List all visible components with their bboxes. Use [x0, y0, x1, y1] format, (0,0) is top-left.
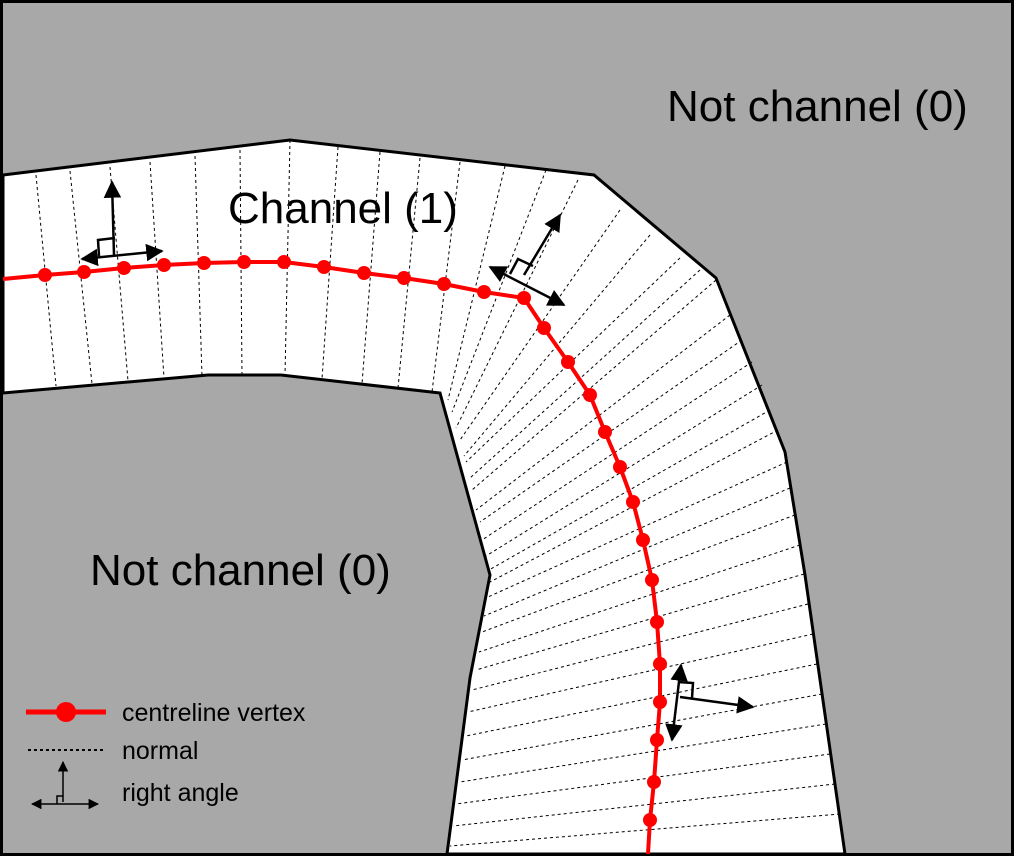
normal-line	[239, 149, 243, 376]
centreline-vertex	[477, 285, 491, 299]
normal-line	[471, 603, 809, 691]
centreline-vertex	[650, 733, 664, 747]
centreline-vertex	[197, 256, 211, 270]
centreline-vertex	[38, 268, 52, 282]
centreline-vertex	[437, 277, 451, 291]
region-label-channel: Channel (1)	[228, 184, 458, 233]
legend-label-normal: normal	[122, 737, 198, 765]
centreline-vertex	[77, 265, 91, 279]
channel-region	[1, 138, 847, 856]
red-dot-icon	[26, 702, 106, 722]
normal-line	[478, 544, 801, 653]
centreline-vertex	[647, 775, 661, 789]
centreline-vertex	[517, 291, 531, 305]
normal-line	[431, 161, 461, 393]
centreline-vertex	[157, 258, 171, 272]
centreline-vertex	[237, 255, 251, 269]
normal-line	[467, 633, 814, 713]
centreline-vertex	[645, 573, 659, 587]
region-label-not-channel-top: Not channel (0)	[667, 82, 968, 131]
centreline-vertex	[598, 425, 612, 439]
normal-line	[483, 487, 791, 617]
normal-line	[451, 169, 547, 413]
normal-line	[449, 813, 841, 847]
centreline-vertex	[653, 695, 667, 709]
centreline-vertex	[653, 657, 667, 671]
normal-line	[35, 174, 57, 387]
normals-group	[35, 139, 841, 847]
centreline-vertex	[537, 321, 551, 335]
centreline-vertex	[317, 260, 331, 274]
normal-line	[321, 146, 339, 380]
centreline-vertex	[613, 460, 627, 474]
right-angle-arrow-icon	[30, 760, 100, 810]
centreline-vertex	[357, 266, 371, 280]
right-angle-marker-left	[80, 180, 164, 267]
centreline-vertex	[583, 388, 597, 402]
normal-line	[481, 514, 796, 633]
normal-line	[479, 339, 743, 523]
legend: centreline vertex normal right angle	[26, 699, 306, 810]
normal-line	[475, 314, 731, 511]
normal-line	[461, 693, 823, 761]
normal-line	[459, 723, 827, 783]
normal-line	[487, 461, 788, 598]
right-angle-marker-lower	[665, 663, 755, 742]
normal-line	[475, 573, 805, 671]
normal-line	[465, 257, 681, 463]
legend-label-right-angle: right angle	[122, 779, 239, 807]
centreline-vertex	[636, 533, 650, 547]
centreline-vertex	[626, 495, 640, 509]
centreline-vertex	[561, 355, 575, 369]
normal-line	[149, 161, 165, 379]
normal-line	[447, 165, 506, 401]
centreline-vertex	[397, 271, 411, 285]
normal-line	[469, 269, 701, 479]
normal-line	[397, 157, 421, 389]
legend-label-centreline: centreline vertex	[122, 699, 306, 727]
right-angle-marker-bend	[488, 213, 566, 307]
centreline-vertex	[650, 615, 664, 629]
normal-line	[361, 151, 381, 385]
centreline-vertex	[643, 813, 657, 827]
normal-line	[452, 783, 836, 827]
centreline-vertex	[277, 255, 291, 269]
region-label-not-channel-left: Not channel (0)	[90, 546, 391, 595]
centreline-vertex	[117, 261, 131, 275]
normal-line	[455, 753, 831, 805]
